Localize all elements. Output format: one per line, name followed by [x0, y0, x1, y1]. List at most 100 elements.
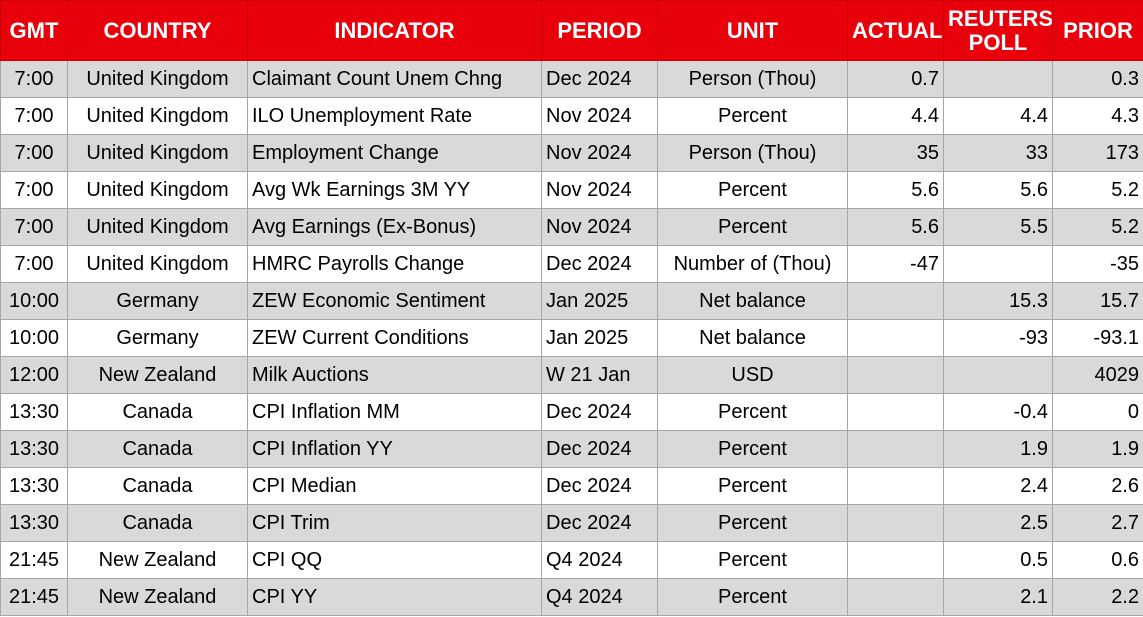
table-row: 7:00 United Kingdom ILO Unemployment Rate N…	[0, 97, 1143, 135]
table-row: 21:45 New Zealand CPI YY Q4 2024 Percent 2.1 2…	[0, 578, 1143, 616]
cell-actual	[847, 430, 944, 468]
cell-reuters-poll: -0.4	[943, 393, 1053, 431]
cell-reuters-poll: 15.3	[943, 282, 1053, 320]
table-row: 7:00 United Kingdom HMRC Payrolls Change De…	[0, 245, 1143, 283]
cell-actual	[847, 541, 944, 579]
cell-period: Q4 2024	[541, 578, 658, 616]
cell-indicator: Milk Auctions	[247, 356, 542, 394]
header-period: PERIOD	[541, 0, 658, 61]
cell-period: Dec 2024	[541, 393, 658, 431]
cell-country: New Zealand	[67, 356, 248, 394]
cell-indicator: CPI YY	[247, 578, 542, 616]
cell-gmt: 7:00	[0, 171, 68, 209]
cell-actual	[847, 319, 944, 357]
cell-prior: 2.6	[1052, 467, 1143, 505]
cell-actual: 5.6	[847, 208, 944, 246]
cell-country: United Kingdom	[67, 208, 248, 246]
cell-prior: -35	[1052, 245, 1143, 283]
cell-country: Germany	[67, 282, 248, 320]
cell-gmt: 12:00	[0, 356, 68, 394]
cell-prior: 5.2	[1052, 208, 1143, 246]
table-row: 13:30 Canada CPI Trim Dec 2024 Percent 2.5 2.7	[0, 504, 1143, 542]
cell-period: Nov 2024	[541, 171, 658, 209]
cell-unit: Percent	[657, 393, 848, 431]
cell-indicator: CPI Median	[247, 467, 542, 505]
cell-gmt: 10:00	[0, 319, 68, 357]
cell-indicator: CPI Inflation YY	[247, 430, 542, 468]
cell-country: Germany	[67, 319, 248, 357]
cell-country: United Kingdom	[67, 134, 248, 172]
cell-gmt: 7:00	[0, 60, 68, 98]
table-body: 7:00 United Kingdom Claimant Count Unem Ch…	[0, 60, 1143, 616]
cell-actual	[847, 467, 944, 505]
cell-prior: 2.7	[1052, 504, 1143, 542]
cell-reuters-poll: 5.5	[943, 208, 1053, 246]
cell-country: New Zealand	[67, 541, 248, 579]
cell-gmt: 13:30	[0, 430, 68, 468]
header-reuters-poll: REUTERS POLL	[943, 0, 1053, 61]
cell-prior: -93.1	[1052, 319, 1143, 357]
cell-country: United Kingdom	[67, 60, 248, 98]
cell-reuters-poll: 5.6	[943, 171, 1053, 209]
cell-indicator: ZEW Economic Sentiment	[247, 282, 542, 320]
table-row: 13:30 Canada CPI Inflation YY Dec 2024 Perce…	[0, 430, 1143, 468]
header-gmt: GMT	[0, 0, 68, 61]
table-row: 7:00 United Kingdom Avg Wk Earnings 3M YY N…	[0, 171, 1143, 209]
cell-period: Dec 2024	[541, 430, 658, 468]
cell-period: Dec 2024	[541, 60, 658, 98]
cell-period: Jan 2025	[541, 319, 658, 357]
cell-reuters-poll: 1.9	[943, 430, 1053, 468]
cell-prior: 0.6	[1052, 541, 1143, 579]
cell-reuters-poll	[943, 245, 1053, 283]
cell-unit: Percent	[657, 430, 848, 468]
header-country: COUNTRY	[67, 0, 248, 61]
cell-unit: Percent	[657, 171, 848, 209]
cell-actual	[847, 504, 944, 542]
cell-reuters-poll: 2.1	[943, 578, 1053, 616]
cell-country: United Kingdom	[67, 97, 248, 135]
cell-country: United Kingdom	[67, 245, 248, 283]
table-row: 10:00 Germany ZEW Current Conditions Jan 20…	[0, 319, 1143, 357]
cell-period: W 21 Jan	[541, 356, 658, 394]
cell-indicator: HMRC Payrolls Change	[247, 245, 542, 283]
cell-actual	[847, 356, 944, 394]
cell-unit: USD	[657, 356, 848, 394]
cell-indicator: Avg Wk Earnings 3M YY	[247, 171, 542, 209]
cell-period: Nov 2024	[541, 208, 658, 246]
cell-indicator: Avg Earnings (Ex-Bonus)	[247, 208, 542, 246]
cell-country: Canada	[67, 504, 248, 542]
cell-indicator: CPI Trim	[247, 504, 542, 542]
cell-unit: Percent	[657, 541, 848, 579]
cell-indicator: CPI Inflation MM	[247, 393, 542, 431]
cell-reuters-poll: 2.4	[943, 467, 1053, 505]
cell-country: Canada	[67, 467, 248, 505]
cell-prior: 4029	[1052, 356, 1143, 394]
cell-gmt: 7:00	[0, 208, 68, 246]
cell-reuters-poll: 0.5	[943, 541, 1053, 579]
cell-prior: 4.3	[1052, 97, 1143, 135]
cell-prior: 15.7	[1052, 282, 1143, 320]
table-row: 10:00 Germany ZEW Economic Sentiment Jan 20…	[0, 282, 1143, 320]
cell-unit: Person (Thou)	[657, 60, 848, 98]
table-row: 7:00 United Kingdom Avg Earnings (Ex-Bonus…	[0, 208, 1143, 246]
cell-unit: Net balance	[657, 319, 848, 357]
cell-period: Dec 2024	[541, 504, 658, 542]
cell-prior: 2.2	[1052, 578, 1143, 616]
cell-indicator: ZEW Current Conditions	[247, 319, 542, 357]
cell-unit: Percent	[657, 97, 848, 135]
cell-indicator: Employment Change	[247, 134, 542, 172]
cell-gmt: 13:30	[0, 504, 68, 542]
cell-prior: 173	[1052, 134, 1143, 172]
cell-indicator: ILO Unemployment Rate	[247, 97, 542, 135]
cell-actual: 4.4	[847, 97, 944, 135]
header-unit: UNIT	[657, 0, 848, 61]
table-row: 13:30 Canada CPI Inflation MM Dec 2024 Perce…	[0, 393, 1143, 431]
cell-period: Dec 2024	[541, 245, 658, 283]
cell-unit: Number of (Thou)	[657, 245, 848, 283]
cell-prior: 0.3	[1052, 60, 1143, 98]
cell-country: New Zealand	[67, 578, 248, 616]
cell-unit: Percent	[657, 208, 848, 246]
cell-reuters-poll	[943, 60, 1053, 98]
header-prior: PRIOR	[1052, 0, 1143, 61]
